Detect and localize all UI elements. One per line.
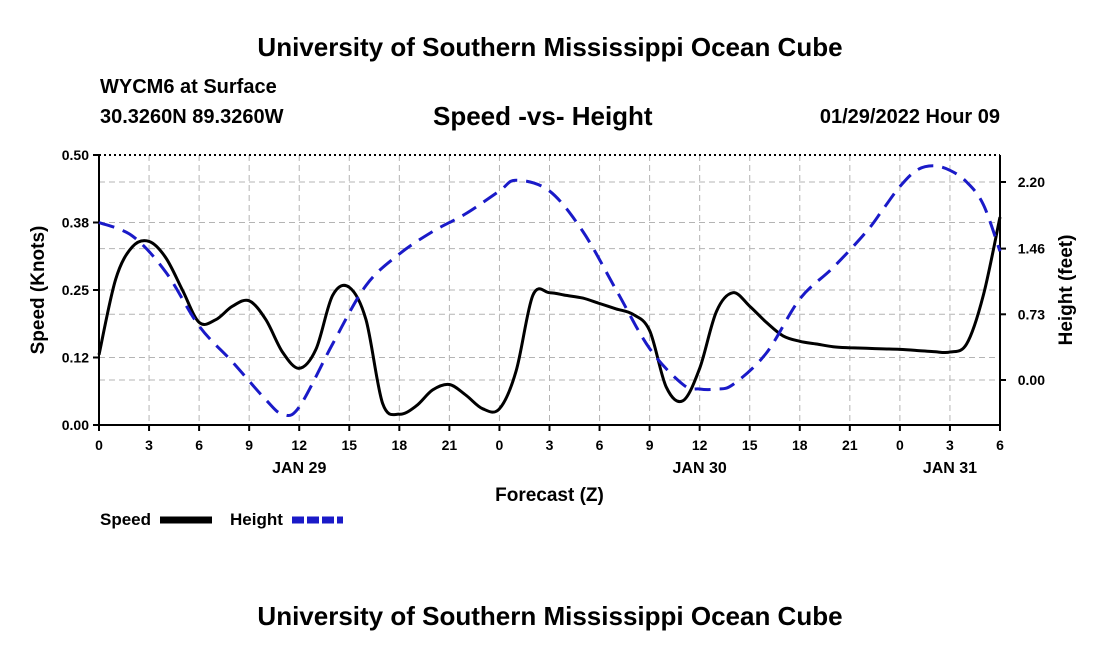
y-tick-label: 0.38 [62, 215, 89, 231]
x-tick-label: 6 [195, 437, 203, 453]
x-tick-label: 3 [145, 437, 153, 453]
x-tick-label: 18 [392, 437, 408, 453]
y2-tick-label: 0.00 [1018, 372, 1045, 388]
datetime-label: 01/29/2022 Hour 09 [819, 106, 1000, 128]
x-tick-label: 15 [341, 437, 357, 453]
x-tick-label: 15 [742, 437, 758, 453]
y2-tick-label: 0.73 [1018, 306, 1045, 322]
y2-axis-title: Height (feet) [1056, 235, 1077, 346]
x-day-label: JAN 30 [673, 460, 727, 477]
speed-height-chart: 0 3 6 9 12 15 18 21 0 3 6 9 12 15 18 21 0 3 6 JAN 29 JAN 30 J… [28, 147, 1077, 529]
y2-tick-label: 2.20 [1018, 174, 1045, 190]
x-tick-label: 12 [291, 437, 307, 453]
x-day-label: JAN 31 [923, 460, 977, 477]
y-axis-title: Speed (Knots) [28, 226, 49, 355]
height-series-line [98, 164, 1002, 418]
x-tick-label: 0 [496, 437, 504, 453]
x-tick-label: 12 [692, 437, 708, 453]
x-day-label: JAN 29 [272, 460, 326, 477]
y2-tick-label: 1.46 [1018, 241, 1045, 257]
speed-series-line [97, 216, 1002, 417]
x-tick-label: 18 [792, 437, 808, 453]
station-label: WYCM6 at Surface [100, 76, 277, 98]
x-tick-label: 6 [596, 437, 604, 453]
y-tick-label: 0.00 [62, 417, 89, 433]
x-tick-label: 3 [946, 437, 954, 453]
x-tick-label: 9 [646, 437, 654, 453]
chart-title: Speed -vs- Height [433, 101, 653, 131]
x-axis-title: Forecast (Z) [495, 485, 604, 506]
x-tick-label: 0 [95, 437, 103, 453]
x-tick-label: 21 [842, 437, 858, 453]
footer-title: University of Southern Mississippi Ocean… [257, 601, 843, 631]
x-tick-label: 3 [546, 437, 554, 453]
page-title: University of Southern Mississippi Ocean… [257, 32, 843, 62]
x-tick-label: 6 [996, 437, 1004, 453]
x-tick-label: 9 [245, 437, 253, 453]
x-tick-label: 21 [442, 437, 458, 453]
x-tick-label: 0 [896, 437, 904, 453]
y-tick-label: 0.50 [62, 147, 89, 163]
y-tick-label: 0.25 [62, 282, 89, 298]
y-tick-label: 0.12 [62, 350, 89, 366]
legend-label-height: Height [230, 510, 283, 529]
legend-label-speed: Speed [100, 510, 151, 529]
coordinates-label: 30.3260N 89.3260W [100, 106, 284, 128]
